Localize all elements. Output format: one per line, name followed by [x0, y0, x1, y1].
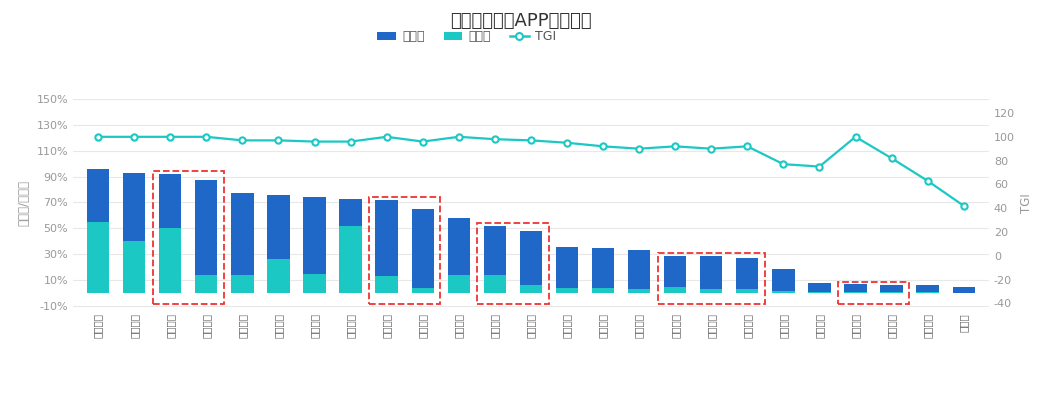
Bar	[231, 275, 254, 293]
Bar	[376, 200, 398, 276]
Legend: 覆盖率, 活跃率, TGI: 覆盖率, 活跃率, TGI	[373, 25, 561, 49]
Bar	[664, 256, 686, 287]
Y-axis label: TGI: TGI	[1020, 194, 1034, 213]
Bar	[303, 197, 326, 274]
Bar	[700, 289, 722, 293]
Bar	[339, 199, 362, 226]
Bar	[916, 292, 939, 293]
Y-axis label: 覆盖率/活跃率: 覆盖率/活跃率	[18, 181, 31, 226]
Bar	[159, 174, 181, 228]
Bar	[87, 222, 109, 293]
Bar	[700, 256, 722, 289]
Bar	[231, 194, 254, 275]
Bar	[484, 275, 506, 293]
Bar	[916, 286, 939, 292]
Bar	[592, 288, 614, 293]
Bar	[881, 292, 903, 293]
Bar	[411, 209, 434, 288]
Bar	[123, 173, 146, 241]
Bar	[772, 291, 794, 293]
Bar	[844, 292, 867, 293]
Bar	[953, 287, 974, 293]
Bar	[592, 248, 614, 288]
Bar	[123, 241, 146, 293]
Bar	[484, 226, 506, 275]
Bar	[808, 292, 831, 293]
Bar	[628, 289, 651, 293]
Bar	[844, 284, 867, 292]
Bar	[519, 286, 542, 293]
Bar	[303, 274, 326, 293]
Bar	[339, 226, 362, 293]
Bar	[195, 181, 218, 275]
Bar	[556, 246, 578, 288]
Bar	[772, 269, 794, 291]
Bar	[881, 286, 903, 292]
Bar	[448, 218, 469, 275]
Bar	[808, 283, 831, 292]
Bar	[736, 289, 759, 293]
Bar	[736, 258, 759, 289]
Bar	[519, 231, 542, 286]
Bar	[268, 260, 289, 293]
Bar	[268, 195, 289, 260]
Bar	[195, 275, 218, 293]
Bar	[87, 169, 109, 222]
Bar	[448, 275, 469, 293]
Bar	[664, 287, 686, 293]
Bar	[411, 288, 434, 293]
Bar	[376, 276, 398, 293]
Bar	[159, 228, 181, 293]
Bar	[628, 250, 651, 289]
Text: 下沉市场人群APP兴趣偏好: 下沉市场人群APP兴趣偏好	[450, 12, 591, 30]
Bar	[556, 288, 578, 293]
